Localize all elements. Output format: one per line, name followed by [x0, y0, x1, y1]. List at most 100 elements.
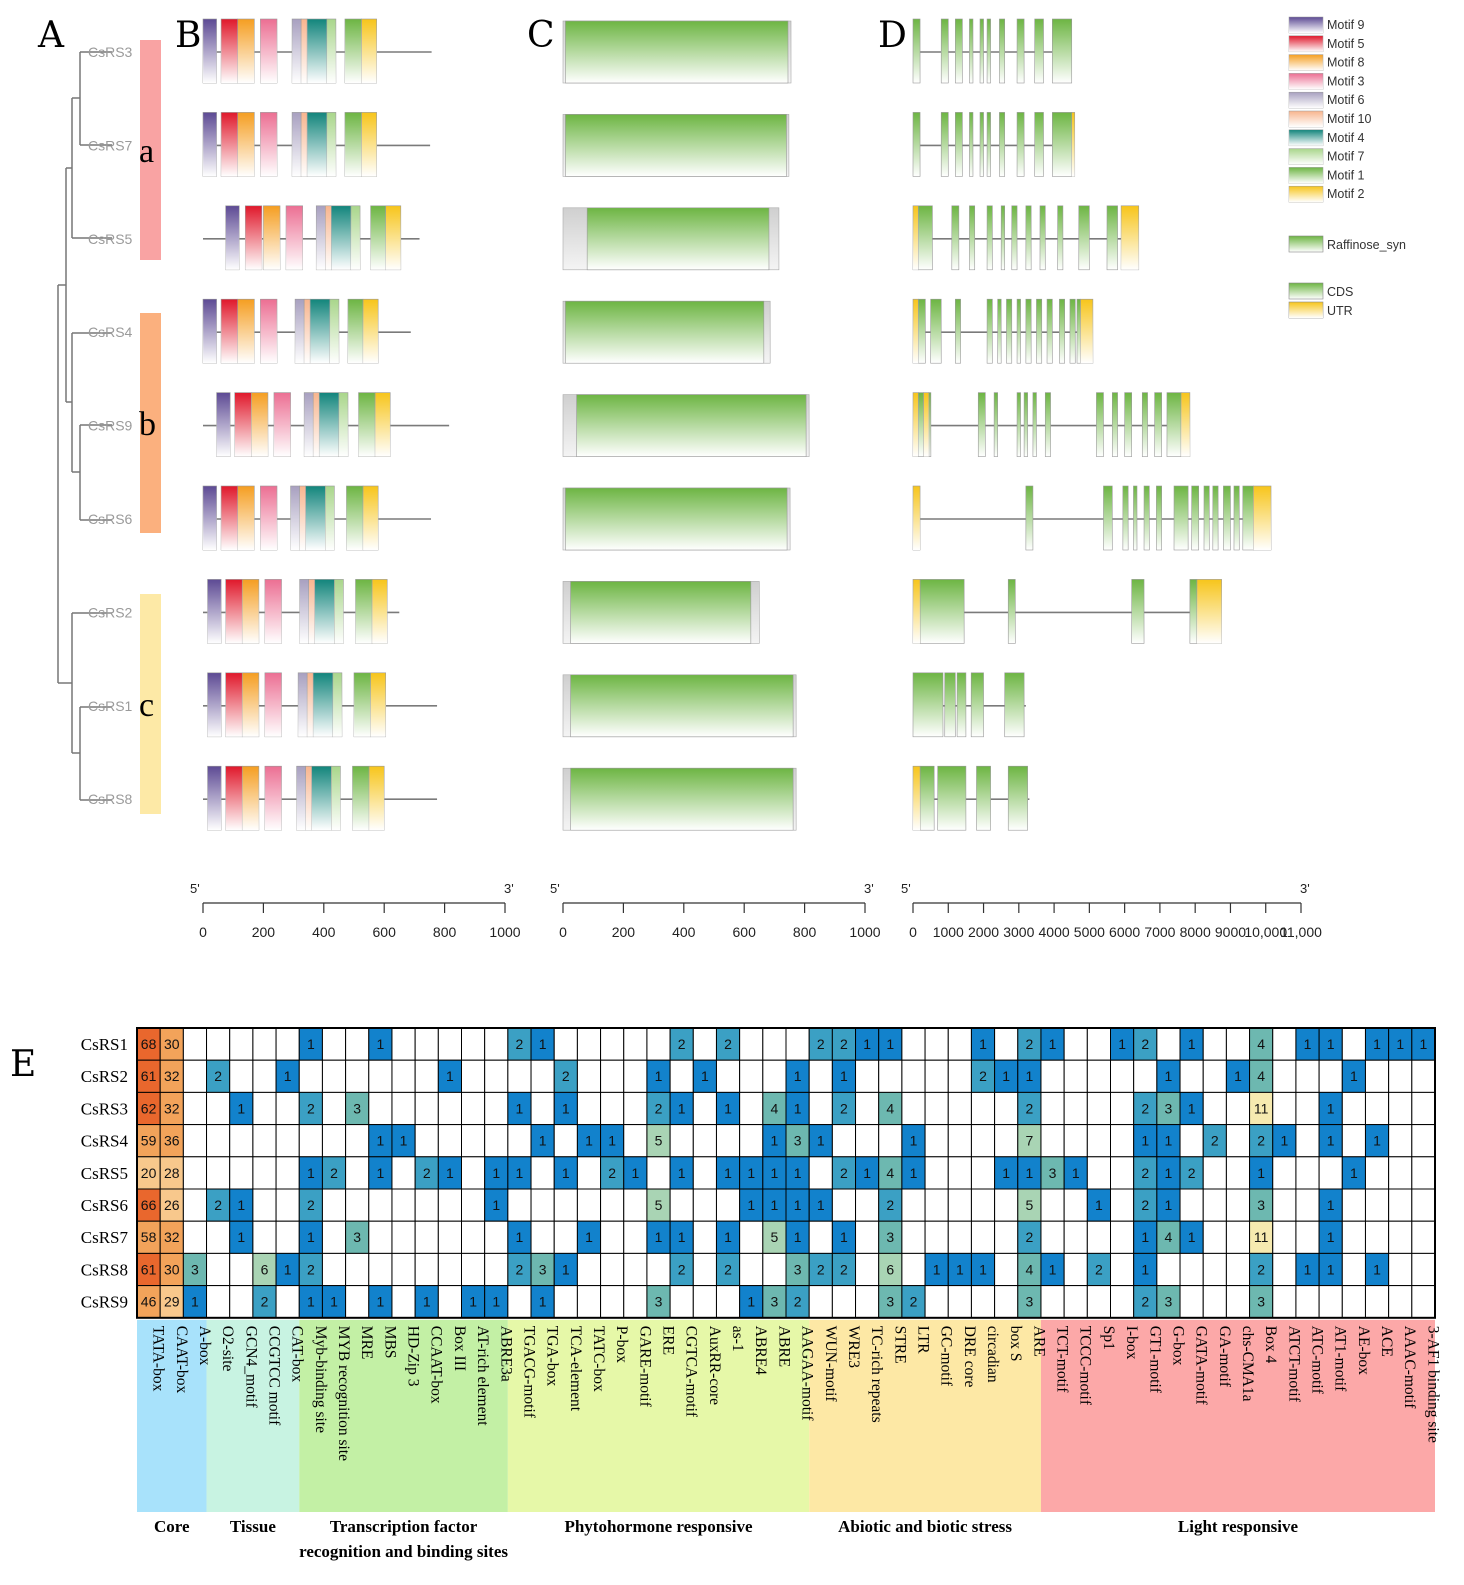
table-cell [1411, 1124, 1436, 1158]
table-cell [1063, 1188, 1088, 1222]
table-cell [1272, 1188, 1297, 1222]
motif-box-shade [344, 19, 362, 83]
table-cell [808, 1059, 833, 1093]
table-row-label: CsRS9 [81, 1293, 128, 1312]
cds-exon [1069, 298, 1076, 364]
table-cell [206, 1252, 231, 1287]
table-row-label: CsRS1 [81, 1035, 128, 1054]
table-row-label: CsRS3 [81, 1099, 128, 1118]
clade-letter: c [139, 687, 154, 724]
table-cell [252, 1059, 277, 1093]
table-cell [1063, 1220, 1088, 1254]
table-cell-value: 2 [1141, 1100, 1149, 1116]
motif-box-shade [344, 112, 362, 177]
category-band [206, 1319, 300, 1512]
table-cell [391, 1285, 416, 1319]
table-cell-value: 2 [1141, 1197, 1149, 1213]
cds-exon [986, 205, 993, 271]
motif-legend-label: Motif 8 [1327, 56, 1365, 70]
table-cell-value: 66 [141, 1197, 157, 1213]
cds-exon [997, 298, 1002, 364]
utr-segment-shade [1080, 299, 1093, 364]
motif-legend-label: Motif 10 [1327, 112, 1372, 126]
table-cell [878, 1059, 903, 1093]
motif-box-shade [221, 19, 238, 83]
table-cell [1202, 1220, 1227, 1254]
table-cell-value: 2 [678, 1261, 686, 1277]
table-cell-value: 4 [1025, 1261, 1033, 1277]
cds-exon [1057, 205, 1064, 271]
table-cell [1364, 1220, 1390, 1254]
table-cell [507, 1124, 532, 1158]
axis-tick-label: 200 [252, 924, 276, 940]
table-cell-value: 3 [1165, 1294, 1173, 1310]
table-cell-value: 58 [141, 1229, 157, 1245]
table-cell [1040, 1220, 1065, 1254]
motif-box-shade [207, 579, 222, 644]
motif-box-shade [299, 486, 306, 550]
table-cell [623, 1124, 648, 1158]
motif-box-shade [355, 579, 373, 644]
table-cell [623, 1285, 648, 1319]
category-band [809, 1319, 1041, 1512]
table-cell [576, 1252, 602, 1287]
motif-box-shade [301, 19, 308, 83]
table-cell [1063, 1091, 1088, 1126]
motif-box-shade [314, 579, 335, 644]
table-cell-value: 6 [886, 1261, 894, 1277]
structure-axis-5prime: 5' [901, 881, 911, 896]
phylogenetic-tree [57, 51, 112, 801]
table-cell [507, 1285, 532, 1319]
table-cell [994, 1252, 1019, 1287]
table-cell [1388, 1252, 1413, 1287]
table-cell [669, 1124, 694, 1158]
table-column-label: Box III [451, 1326, 468, 1371]
table-cell [437, 1091, 463, 1126]
cds-exon [944, 672, 956, 738]
table-cell [275, 1124, 300, 1158]
table-cell-value: 1 [724, 1100, 732, 1116]
table-cell-value: 4 [1257, 1068, 1265, 1084]
motif-box-shade [334, 579, 344, 644]
table-cell-value: 1 [330, 1294, 338, 1310]
table-cell [576, 1059, 602, 1093]
cds-exon [1173, 485, 1189, 551]
motif-box-shade [225, 672, 243, 737]
table-cell-value: 1 [400, 1133, 408, 1149]
gene-label: CsRS3 [88, 44, 133, 60]
table-cell-value: 1 [747, 1165, 755, 1181]
motif-box-shade [326, 112, 336, 177]
table-cell [924, 1285, 949, 1319]
motif-box-shade [207, 766, 222, 831]
motif-box-shade [264, 766, 282, 831]
gene-label: CsRS1 [88, 698, 133, 714]
table-cell-value: 1 [771, 1133, 779, 1149]
axis-tick-label: 4000 [1039, 924, 1070, 940]
table-cell [762, 1059, 787, 1093]
table-cell-value: 1 [655, 1068, 663, 1084]
table-cell-value: 26 [164, 1197, 180, 1213]
motif-box-shade [203, 299, 217, 364]
cds-exon [1124, 392, 1132, 457]
table-cell-value: 1 [794, 1100, 802, 1116]
table-cell-value: 2 [330, 1165, 338, 1181]
table-cell [321, 1252, 347, 1287]
table-cell-value: 1 [492, 1294, 500, 1310]
table-cell [1179, 1059, 1204, 1093]
cds-exon [1016, 18, 1025, 84]
table-cell [1341, 1252, 1366, 1287]
cds-exon [1191, 485, 1200, 551]
table-cell [252, 1188, 277, 1222]
table-cell [669, 1188, 694, 1222]
table-row-label: CsRS8 [81, 1260, 128, 1279]
table-column-label: A-box [196, 1326, 213, 1366]
axis-tick-label: 10,000 [1244, 924, 1287, 940]
table-cell [368, 1220, 393, 1254]
table-cell [414, 1252, 439, 1287]
table-cell-value: 1 [562, 1261, 570, 1277]
motif-panel [202, 18, 450, 831]
cds-exon [917, 205, 933, 271]
cds-exon [986, 298, 993, 364]
table-cell-value: 1 [817, 1197, 825, 1213]
table-cell-value: 1 [1188, 1100, 1196, 1116]
